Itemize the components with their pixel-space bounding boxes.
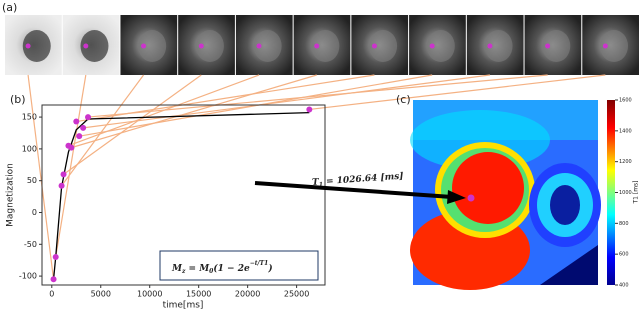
text-part: 0: [209, 268, 214, 275]
x-tick-label: 15000: [186, 290, 211, 299]
colorbar-tick-label: 1200: [619, 159, 632, 165]
text-part: (1 − 2e: [213, 263, 250, 274]
mri-marker: [83, 43, 89, 49]
colorbar: [607, 100, 615, 285]
mri-marker: [25, 43, 31, 49]
mri-heart: [369, 30, 398, 62]
mri-marker: [371, 43, 377, 49]
mri-heart: [253, 30, 282, 62]
link-line: [309, 74, 606, 111]
link-line: [83, 74, 490, 129]
point: [52, 254, 59, 261]
text-part: = M: [185, 264, 210, 274]
mri-heart: [600, 30, 629, 62]
formula: Mz = M0(1 − 2e−t/T1): [171, 260, 273, 275]
colorbar-tick-label: 800: [619, 221, 629, 227]
annotation: T1 = 1026.64 [ms]: [312, 171, 404, 188]
mri-heart: [542, 30, 571, 62]
link-line: [87, 74, 548, 118]
mri-marker: [545, 43, 551, 49]
mri-marker: [256, 43, 262, 49]
text-part: = 1026.64 [ms]: [323, 171, 404, 187]
text-part: 1: [319, 181, 324, 188]
point: [73, 118, 80, 125]
point: [58, 182, 65, 189]
link-line: [55, 74, 87, 258]
y-tick-label: 150: [22, 113, 37, 122]
colorbar-tick-label: 1000: [619, 190, 632, 196]
panel-label: (a): [2, 1, 17, 14]
point: [76, 133, 83, 140]
point: [68, 144, 75, 151]
mri-heart: [426, 30, 455, 62]
mri-marker: [314, 43, 320, 49]
mri-marker: [429, 43, 435, 49]
x-tick-label: 25000: [284, 290, 309, 299]
t1-map: [410, 100, 601, 290]
point: [306, 106, 313, 113]
mri-marker: [602, 43, 608, 49]
mri-heart: [138, 30, 167, 62]
y-axis-label: Magnetization: [6, 163, 16, 227]
mri-heart: [195, 30, 224, 62]
arrow: [254, 181, 453, 199]
text-part: M: [171, 264, 183, 274]
x-tick-label: 10000: [137, 290, 162, 299]
text-part: z: [181, 268, 186, 275]
point: [85, 114, 92, 121]
colorbar-tick-label: 1600: [619, 98, 632, 104]
text-part: ): [267, 263, 272, 274]
x-tick-label: 20000: [235, 290, 260, 299]
plot-frame: [41, 104, 326, 286]
x-tick-label: 0: [49, 290, 54, 299]
colorbar-label: T1 [ms]: [633, 180, 640, 204]
formula-box: [159, 250, 319, 281]
panel-label: (b): [10, 93, 26, 106]
y-tick-label: -50: [24, 240, 37, 249]
point: [80, 124, 87, 131]
image-strip: [5, 15, 639, 75]
plot: -100 -50 0 50 100 150 0 5000 10000 15000 20000 2500…: [19, 106, 313, 299]
link-line: [61, 74, 145, 187]
mri-heart: [311, 30, 340, 62]
colorbar-axis: 400 600 800 1000 1200 1400 1600: [615, 98, 632, 289]
mri-marker: [198, 43, 204, 49]
link-line: [71, 74, 317, 149]
colorbar-tick-label: 600: [619, 252, 629, 258]
mri-heart: [80, 30, 109, 62]
text-part: T: [312, 177, 321, 188]
y-tick-label: -100: [19, 272, 37, 281]
point: [50, 276, 57, 283]
roi-marker: [467, 194, 475, 202]
arrow-head: [447, 190, 466, 204]
mri-heart: [484, 30, 513, 62]
y-tick-label: 0: [32, 208, 37, 217]
link-line: [63, 74, 202, 175]
mri-marker: [487, 43, 493, 49]
panel-label: (c): [396, 93, 411, 106]
point: [60, 171, 67, 178]
y-tick-label: 100: [22, 144, 37, 153]
colorbar-tick-label: 1400: [619, 128, 632, 134]
mri-heart: [22, 30, 51, 62]
mri-marker: [141, 43, 147, 49]
text-part: −t/T1: [250, 260, 269, 267]
x-tick-label: 5000: [91, 290, 111, 299]
colorbar-tick-label: 400: [619, 283, 629, 289]
y-tick-label: 50: [27, 176, 37, 185]
link-line: [27, 74, 55, 280]
x-axis-label: time[ms]: [163, 301, 204, 311]
link-lines: [27, 74, 606, 280]
